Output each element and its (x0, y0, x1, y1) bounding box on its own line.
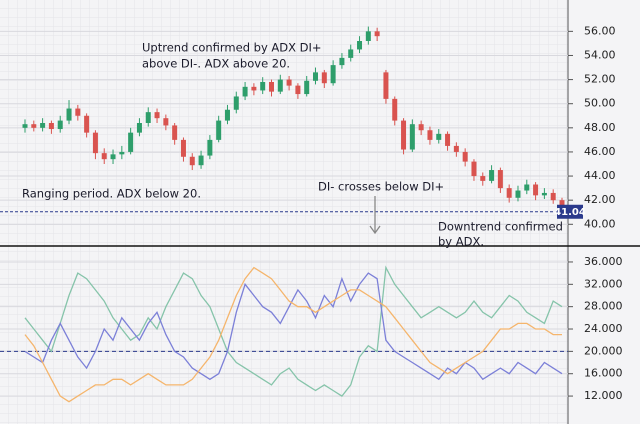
y-tick-label: 50.00 (584, 97, 616, 110)
y-tick-label: 54.00 (584, 48, 616, 61)
candle-body (471, 161, 477, 177)
candle-body (216, 120, 222, 140)
candle-body (207, 139, 213, 156)
candle-body (427, 130, 433, 140)
plot-layer: 40.00 42.00 44.00 46.00 48.00 50.00 52.00 54.00… (0, 24, 623, 403)
candle-body (392, 98, 398, 121)
candle-body (383, 72, 389, 99)
last-price-label: 41.04 (554, 207, 586, 218)
candle-body (145, 112, 151, 123)
candle-body (198, 155, 204, 166)
candle-body (409, 124, 415, 150)
candle-body (462, 151, 468, 162)
candle-body (101, 153, 107, 160)
candle-body (559, 200, 565, 209)
candle-body (224, 109, 230, 121)
y-tick-label: 56.00 (584, 24, 616, 37)
candle-body (277, 79, 283, 92)
candle-body (22, 124, 28, 128)
annotation: Uptrend confirmed by ADX DI+ (142, 41, 322, 55)
candle-body (506, 188, 512, 198)
candle-body (163, 118, 169, 126)
candle-body (251, 86, 257, 91)
annotation: Downtrend confirmed (438, 220, 563, 234)
candle-body (286, 79, 292, 86)
candle-body (515, 190, 521, 198)
candle-body (189, 156, 195, 166)
candle-body (119, 151, 125, 155)
candle-body (330, 65, 336, 84)
candle-body (313, 72, 319, 81)
y-tick-label: 32.000 (584, 277, 623, 290)
y-tick-label: 16.000 (584, 367, 623, 380)
candle-body (445, 133, 451, 146)
candle-body (436, 133, 442, 140)
indicator-line (24, 265, 563, 397)
candle-body (92, 132, 98, 154)
candle-body (260, 82, 266, 91)
candle-body (418, 124, 424, 131)
indicator-line (24, 272, 563, 381)
y-tick-label: 48.00 (584, 121, 616, 134)
candle-body (550, 192, 556, 201)
y-tick-label: 28.000 (584, 300, 623, 313)
candle-body (57, 120, 63, 130)
y-tick-label: 36.000 (584, 255, 623, 268)
candle-body (295, 85, 301, 95)
annotation: by ADX. (438, 235, 484, 249)
y-tick-label: 44.00 (584, 169, 616, 182)
candle-body (84, 115, 90, 133)
candle-body (480, 176, 486, 181)
candle-body (31, 124, 37, 128)
candle-body (365, 31, 371, 41)
candle-body (374, 31, 380, 37)
candle-body (348, 49, 354, 58)
indicator-line (24, 266, 562, 403)
candle-body (401, 120, 407, 150)
candle-body (75, 108, 81, 116)
candle-body (172, 125, 178, 140)
candle-body (304, 80, 310, 95)
candle-body (40, 123, 46, 128)
y-tick-label: 24.000 (584, 322, 623, 335)
y-tick-label: 20.000 (584, 344, 623, 357)
candle-body (321, 72, 327, 84)
candle-body (136, 123, 142, 133)
candle-body (524, 184, 530, 191)
candle-body (497, 170, 503, 189)
candle-body (489, 170, 495, 181)
candle-body (242, 86, 248, 97)
candle-body (66, 108, 72, 121)
candle-body (180, 139, 186, 157)
candle-body (541, 192, 547, 196)
candle-body (268, 82, 274, 92)
arrow (369, 196, 381, 235)
annotation: Ranging period. ADX below 20. (22, 187, 201, 201)
candle-body (48, 123, 54, 130)
candle-body (110, 154, 116, 160)
candle-body (154, 112, 160, 119)
candle-body (533, 184, 539, 196)
candle-body (357, 41, 363, 50)
annotation: above DI-. ADX above 20. (142, 57, 290, 71)
annotation: DI- crosses below DI+ (318, 180, 444, 194)
y-tick-label: 42.00 (584, 193, 616, 206)
y-tick-label: 12.000 (584, 389, 623, 402)
last-price-badge (557, 204, 583, 219)
y-tick-label: 46.00 (584, 145, 616, 158)
candle-body (453, 145, 459, 152)
candle-body (128, 132, 134, 152)
y-tick-label: 40.00 (584, 217, 616, 230)
y-tick-label: 52.00 (584, 73, 616, 86)
candle-body (339, 57, 345, 66)
candle-body (233, 96, 239, 110)
